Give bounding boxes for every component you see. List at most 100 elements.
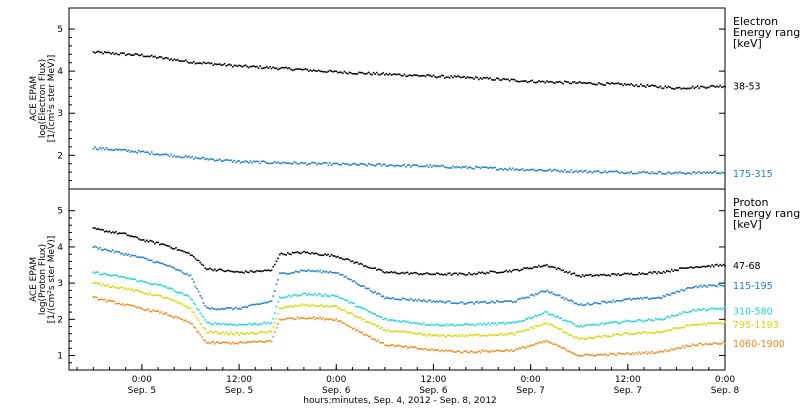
- data-point: [367, 266, 370, 269]
- data-point: [599, 323, 602, 326]
- data-point: [664, 271, 666, 274]
- data-point: [353, 262, 355, 264]
- data-point: [371, 312, 373, 314]
- data-point: [207, 61, 210, 64]
- data-point: [147, 308, 150, 310]
- data-point: [458, 324, 461, 326]
- data-point: [523, 169, 526, 172]
- data-point: [269, 322, 271, 325]
- data-point: [484, 77, 487, 79]
- data-point: [413, 74, 415, 76]
- data-point: [327, 295, 330, 297]
- data-point: [124, 252, 127, 255]
- data-point: [377, 163, 380, 165]
- data-point: [364, 163, 367, 166]
- data-point: [377, 325, 380, 327]
- data-point: [460, 301, 462, 303]
- data-point: [295, 270, 297, 273]
- y-tick-label: 2: [57, 151, 63, 161]
- data-point: [643, 331, 645, 333]
- data-point: [719, 307, 722, 310]
- data-point: [721, 308, 723, 311]
- data-point: [335, 162, 338, 165]
- data-point: [403, 272, 406, 275]
- data-point: [389, 72, 391, 75]
- data-point: [559, 80, 561, 83]
- data-point: [230, 343, 232, 345]
- data-point: [717, 283, 720, 286]
- data-point: [687, 287, 689, 289]
- data-point: [717, 343, 720, 345]
- data-point: [299, 252, 302, 255]
- data-point: [586, 353, 589, 356]
- data-point: [329, 162, 331, 164]
- data-point: [170, 265, 172, 268]
- data-point: [474, 324, 477, 327]
- data-point: [239, 324, 242, 326]
- data-point: [575, 170, 577, 172]
- data-point: [627, 272, 629, 275]
- data-point: [376, 340, 378, 343]
- data-point: [121, 252, 124, 255]
- data-point: [180, 302, 182, 305]
- data-point: [495, 168, 498, 171]
- data-point: [471, 323, 474, 325]
- data-point: [625, 352, 628, 355]
- data-point: [711, 307, 713, 310]
- data-point: [309, 162, 312, 165]
- data-point: [262, 160, 265, 162]
- data-point: [141, 239, 143, 241]
- data-point: [395, 319, 398, 322]
- data-point: [131, 288, 134, 291]
- data-point: [516, 268, 519, 271]
- data-point: [239, 161, 242, 164]
- data-point: [175, 156, 177, 158]
- data-point: [525, 318, 527, 320]
- data-point: [105, 248, 108, 251]
- data-point: [627, 352, 629, 354]
- data-point: [581, 304, 584, 307]
- data-point: [610, 321, 613, 324]
- data-point: [205, 306, 208, 309]
- data-point: [348, 302, 351, 304]
- data-point: [220, 160, 223, 162]
- data-point: [227, 159, 229, 161]
- data-point: [614, 320, 616, 323]
- data-point: [152, 309, 155, 312]
- data-point: [363, 163, 365, 165]
- data-point: [376, 269, 378, 271]
- data-point: [225, 323, 228, 325]
- data-point: [528, 267, 530, 270]
- data-point: [690, 324, 692, 326]
- data-point: [121, 52, 124, 54]
- data-point: [434, 334, 436, 337]
- data-point: [364, 73, 367, 75]
- data-point: [424, 300, 427, 302]
- data-point: [445, 166, 448, 169]
- data-point: [554, 168, 556, 171]
- data-point: [338, 257, 341, 259]
- data-point: [366, 321, 368, 323]
- data-point: [171, 247, 174, 250]
- data-point: [643, 320, 645, 323]
- data-point: [251, 303, 253, 306]
- data-point: [120, 52, 122, 55]
- data-point: [173, 289, 176, 292]
- data-point: [246, 65, 249, 68]
- data-point: [421, 165, 424, 168]
- data-point: [363, 318, 365, 321]
- data-point: [643, 352, 645, 354]
- data-point: [188, 62, 190, 64]
- data-point: [641, 351, 644, 354]
- data-point: [272, 317, 274, 320]
- data-point: [512, 332, 514, 334]
- data-point: [693, 266, 696, 269]
- data-point: [644, 351, 647, 353]
- data-point: [408, 331, 411, 334]
- data-point: [162, 153, 164, 156]
- data-point: [180, 291, 182, 294]
- data-point: [103, 285, 106, 287]
- data-point: [606, 81, 608, 84]
- data-point: [311, 293, 313, 296]
- data-point: [282, 161, 284, 164]
